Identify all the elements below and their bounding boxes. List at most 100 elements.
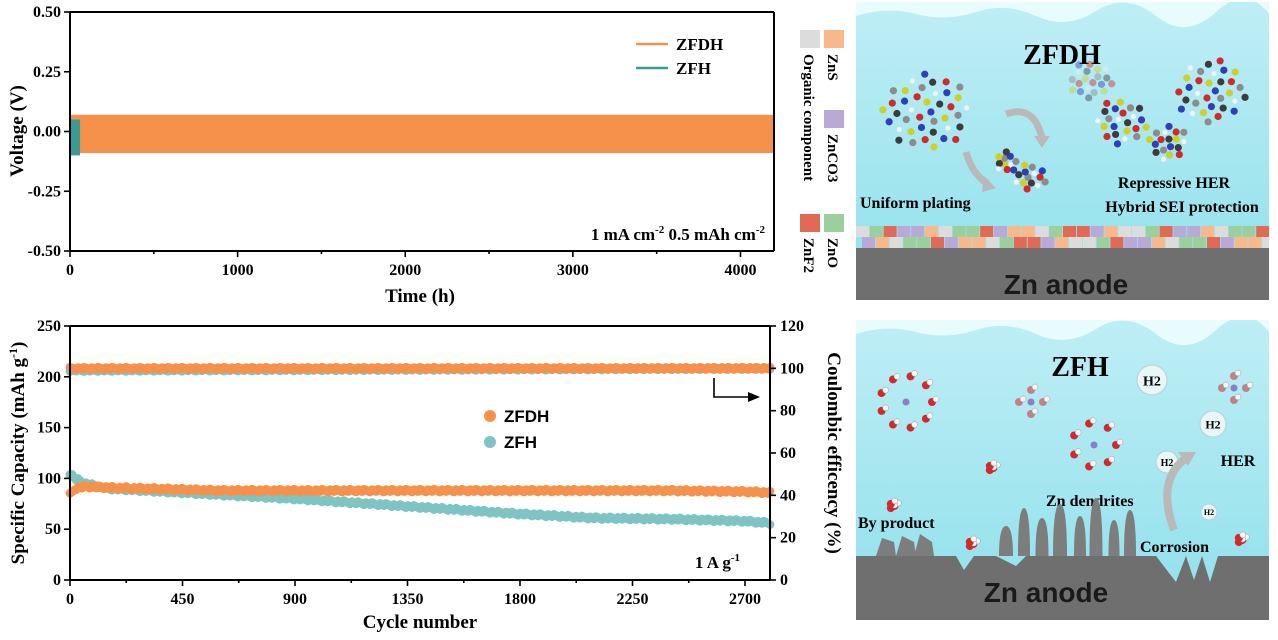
atom bbox=[1225, 89, 1234, 97]
atom bbox=[1075, 69, 1082, 75]
voltage-chart: 0 1000 2000 3000 40000.500.250.00-0.25-0.50 … bbox=[7, 4, 775, 307]
hydrogen-atom bbox=[1074, 429, 1082, 436]
atom bbox=[1027, 179, 1035, 187]
h2-bubble-label: H2 bbox=[1143, 374, 1161, 389]
atom bbox=[927, 108, 935, 116]
sei-block bbox=[1124, 237, 1138, 248]
bot-y2-tick-label: 100 bbox=[780, 360, 804, 377]
atom bbox=[1172, 128, 1180, 136]
byproduct-text: By product bbox=[858, 515, 935, 532]
h2-bubble-label: H2 bbox=[1205, 418, 1220, 432]
sei-block bbox=[1173, 226, 1187, 237]
h2-bubble bbox=[1200, 503, 1218, 521]
top-x-tick-label: 3000 bbox=[557, 262, 589, 279]
bot-y2-tick-label: 20 bbox=[780, 530, 796, 547]
bot-x-tick-label: 2250 bbox=[617, 591, 649, 608]
h2-bubble bbox=[1136, 364, 1168, 396]
atom bbox=[1175, 88, 1183, 96]
swatch-organic bbox=[800, 30, 820, 48]
top-legend-zfh: ZFH bbox=[676, 59, 711, 78]
zn-anode-bot bbox=[856, 556, 1269, 620]
her-arrow bbox=[1163, 454, 1189, 532]
atom bbox=[1103, 74, 1111, 82]
swatch-znco3 bbox=[824, 110, 844, 128]
atom bbox=[1180, 128, 1188, 136]
hydrogen-atom bbox=[911, 421, 918, 428]
bot-y2-axis-label: Coulombic efficency (%) bbox=[823, 352, 844, 554]
atom bbox=[1010, 166, 1018, 174]
sei-block bbox=[1041, 237, 1055, 248]
atom bbox=[1194, 90, 1201, 96]
dendrite bbox=[1089, 498, 1103, 556]
electrolyte-surface-bot bbox=[856, 320, 1269, 346]
atom bbox=[1175, 150, 1183, 159]
atom bbox=[1075, 79, 1083, 88]
hydrogen-atom bbox=[893, 373, 901, 380]
sei-block bbox=[1138, 237, 1151, 248]
hybrid-sei-text: Hybrid SEI protection bbox=[1105, 199, 1259, 216]
atom bbox=[963, 105, 970, 111]
atom bbox=[1197, 67, 1205, 76]
atom bbox=[893, 109, 901, 118]
atom bbox=[1159, 146, 1168, 154]
atom bbox=[1097, 80, 1106, 88]
top-y-tick-label: 0.00 bbox=[33, 124, 61, 141]
atom bbox=[1205, 79, 1213, 87]
atom bbox=[1115, 116, 1122, 122]
atom bbox=[1174, 144, 1182, 152]
atom bbox=[1123, 127, 1131, 135]
atom bbox=[1108, 80, 1116, 88]
efficiency-arrow-line bbox=[713, 378, 748, 398]
atom bbox=[1094, 65, 1102, 74]
byproduct-flake bbox=[914, 534, 934, 556]
sei-block bbox=[1214, 226, 1228, 237]
atom bbox=[1023, 185, 1031, 193]
atom bbox=[909, 78, 916, 84]
atom bbox=[1021, 161, 1029, 169]
bot-y2-tick-label: 60 bbox=[780, 445, 796, 462]
atom bbox=[947, 103, 955, 111]
atom bbox=[956, 83, 964, 91]
panel-bot-title: ZFH bbox=[1051, 352, 1109, 383]
atom bbox=[1232, 98, 1238, 104]
atom bbox=[1166, 143, 1175, 151]
atom bbox=[1181, 139, 1187, 145]
hydrogen-atom bbox=[891, 497, 899, 505]
atom bbox=[1100, 122, 1108, 131]
hydrogen-atom bbox=[1234, 393, 1242, 401]
hydrogen-atom bbox=[1246, 381, 1254, 389]
top-legend-zfdh: ZFDH bbox=[676, 35, 723, 54]
atom bbox=[1001, 160, 1009, 168]
atom bbox=[1160, 156, 1167, 162]
atom bbox=[954, 111, 962, 119]
atom bbox=[1192, 99, 1200, 107]
sei-block bbox=[1256, 226, 1269, 237]
top-x-tick-label: 1000 bbox=[222, 262, 254, 279]
atom bbox=[930, 117, 938, 125]
atom bbox=[1151, 140, 1159, 148]
atom bbox=[1094, 73, 1102, 81]
atom bbox=[1012, 157, 1020, 166]
dendrite bbox=[1035, 518, 1049, 556]
atom bbox=[888, 99, 896, 107]
zn-ion bbox=[1027, 398, 1035, 406]
panel-top-anode-label: Zn anode bbox=[1004, 269, 1128, 300]
zfdh-schematic: ZFDH Uniform plating Repressive HER Hybr… bbox=[856, 2, 1269, 300]
hydrogen-atom bbox=[882, 386, 889, 394]
sei-block bbox=[1151, 237, 1165, 248]
water-clusters bbox=[877, 369, 1254, 551]
top-y-tick-label: -0.50 bbox=[28, 243, 61, 260]
sei-block bbox=[1234, 237, 1248, 248]
swatch-znf2 bbox=[800, 214, 820, 232]
atom bbox=[1001, 154, 1009, 162]
zn-anode-top bbox=[856, 248, 1269, 300]
atom bbox=[1211, 71, 1217, 77]
series-zfdh-band bbox=[70, 114, 774, 154]
atom bbox=[1028, 163, 1036, 171]
atom bbox=[1105, 115, 1113, 123]
sei-block bbox=[1132, 226, 1145, 237]
dendrite bbox=[1018, 508, 1030, 556]
atom bbox=[1236, 83, 1244, 92]
hydrogen-atom bbox=[893, 418, 901, 425]
atom bbox=[1152, 148, 1160, 157]
